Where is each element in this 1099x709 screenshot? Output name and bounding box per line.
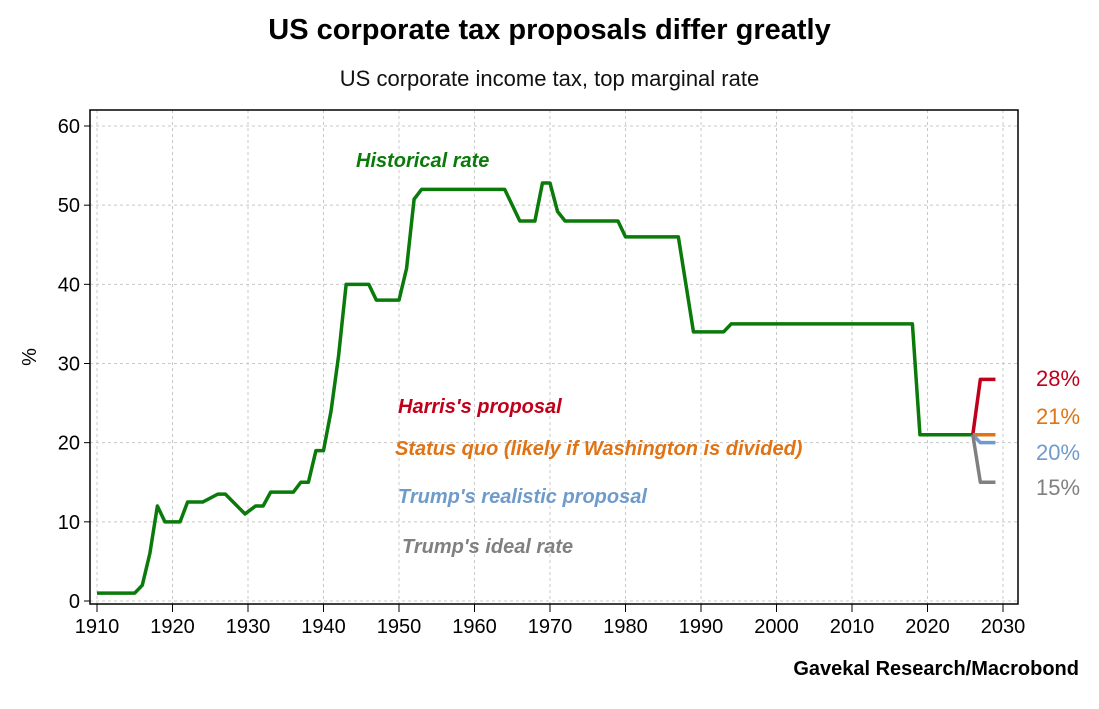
y-tick-label: 40 <box>58 274 80 296</box>
x-tick-label: 1940 <box>301 616 346 638</box>
end-value-label: 20% <box>1036 440 1080 465</box>
y-tick-label: 60 <box>58 116 80 138</box>
x-tick-label: 1990 <box>679 616 724 638</box>
y-tick-label: 0 <box>69 591 80 613</box>
x-tick-label: 1920 <box>150 616 195 638</box>
series-label: Status quo (likely if Washington is divi… <box>395 438 803 460</box>
end-value-label: 21% <box>1036 404 1080 429</box>
series-label: Trump's ideal rate <box>402 536 573 558</box>
x-tick-label: 2000 <box>754 616 799 638</box>
x-tick-label: 2010 <box>830 616 875 638</box>
series-line-1 <box>971 377 996 435</box>
chart-subtitle: US corporate income tax, top marginal ra… <box>339 66 760 91</box>
series-label-historical: Historical rate <box>356 150 489 172</box>
x-tick-label: 1950 <box>377 616 422 638</box>
x-tick-label: 1930 <box>226 616 271 638</box>
series-label: Trump's realistic proposal <box>398 486 647 508</box>
series-line-4 <box>971 434 996 484</box>
source-note: Gavekal Research/Macrobond <box>793 658 1079 680</box>
y-tick-label: 20 <box>58 433 80 455</box>
plot-frame <box>89 109 1019 605</box>
end-value-label: 28% <box>1036 366 1080 391</box>
x-tick-label: 1970 <box>528 616 573 638</box>
y-axis-label: % <box>19 348 41 366</box>
x-tick-label: 2030 <box>981 616 1026 638</box>
x-tick-label: 1910 <box>75 616 120 638</box>
y-tick-label: 50 <box>58 195 80 217</box>
series-label: Harris's proposal <box>398 396 562 418</box>
x-tick-label: 1980 <box>603 616 648 638</box>
end-value-label: 15% <box>1036 475 1080 500</box>
y-tick-label: 30 <box>58 354 80 376</box>
x-tick-label: 2020 <box>905 616 950 638</box>
chart-title: US corporate tax proposals differ greatl… <box>268 14 831 46</box>
series-line-3 <box>971 433 996 445</box>
x-tick-label: 1960 <box>452 616 497 638</box>
series-line-historical <box>97 181 973 595</box>
y-tick-label: 10 <box>58 512 80 534</box>
